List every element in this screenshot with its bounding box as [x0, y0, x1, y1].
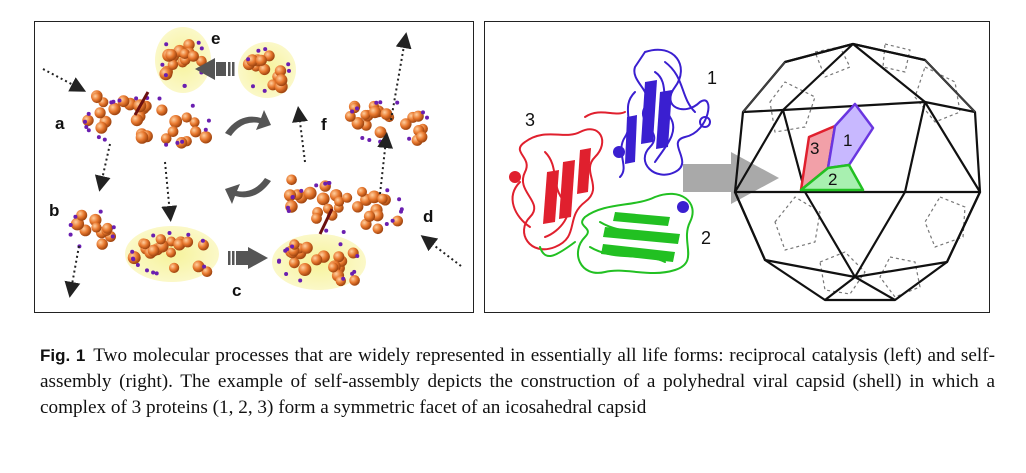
facet-label-3: 3 [810, 139, 819, 158]
dotted-arrows [42, 32, 462, 298]
molecule-d-pair [283, 174, 404, 235]
label-f: f [321, 115, 327, 134]
figure-number: Fig. 1 [40, 346, 86, 365]
label-d: d [423, 207, 433, 226]
facet-protein-1 [826, 102, 875, 170]
self-assembly-diagram: 1 2 3 [509, 42, 982, 302]
facet-protein-2 [799, 163, 865, 192]
molecule-b [68, 209, 116, 250]
figure-caption: Fig. 1 Two molecular processes that are w… [40, 343, 995, 421]
protein-label-2: 2 [701, 228, 711, 248]
label-b: b [49, 201, 59, 220]
molecule-clusters [68, 27, 429, 290]
protein-label-3: 3 [525, 110, 535, 130]
molecule-c-left [125, 226, 219, 282]
label-e: e [211, 29, 220, 48]
cycle-arrows [225, 110, 271, 204]
icosahedral-capsid [733, 42, 982, 302]
capsid-facet: 1 2 3 [799, 102, 875, 192]
facet-label-1: 1 [843, 131, 852, 150]
molecule-e-top [155, 27, 211, 93]
protein-label-1: 1 [707, 68, 717, 88]
facet-label-2: 2 [828, 170, 837, 189]
block-arrow-c [228, 247, 268, 269]
protein-complex [509, 48, 711, 274]
label-a: a [55, 114, 65, 133]
reciprocal-catalysis-panel: a b c d e f [34, 21, 474, 313]
catalytic-bonds [133, 91, 334, 235]
reciprocal-catalysis-diagram: a b c d e f [42, 27, 462, 300]
capsid-hidden-edges [769, 43, 966, 298]
caption-text: Two molecular processes that are widely … [40, 345, 995, 418]
protein-1-sheets [613, 80, 711, 164]
molecule-f [344, 100, 429, 146]
molecule-a-pair [82, 90, 212, 149]
block-arrow-e [195, 58, 235, 80]
assembly-arrow [683, 152, 779, 204]
protein-labels: 1 2 3 [525, 68, 717, 248]
molecule-e-right [238, 42, 296, 98]
label-c: c [232, 281, 241, 300]
self-assembly-panel: 1 2 3 [484, 21, 990, 313]
molecule-c-right [272, 234, 366, 290]
protein-3-sheets [509, 148, 591, 224]
step-labels: a b c d e f [49, 29, 433, 300]
protein-2-sheets [601, 201, 689, 262]
